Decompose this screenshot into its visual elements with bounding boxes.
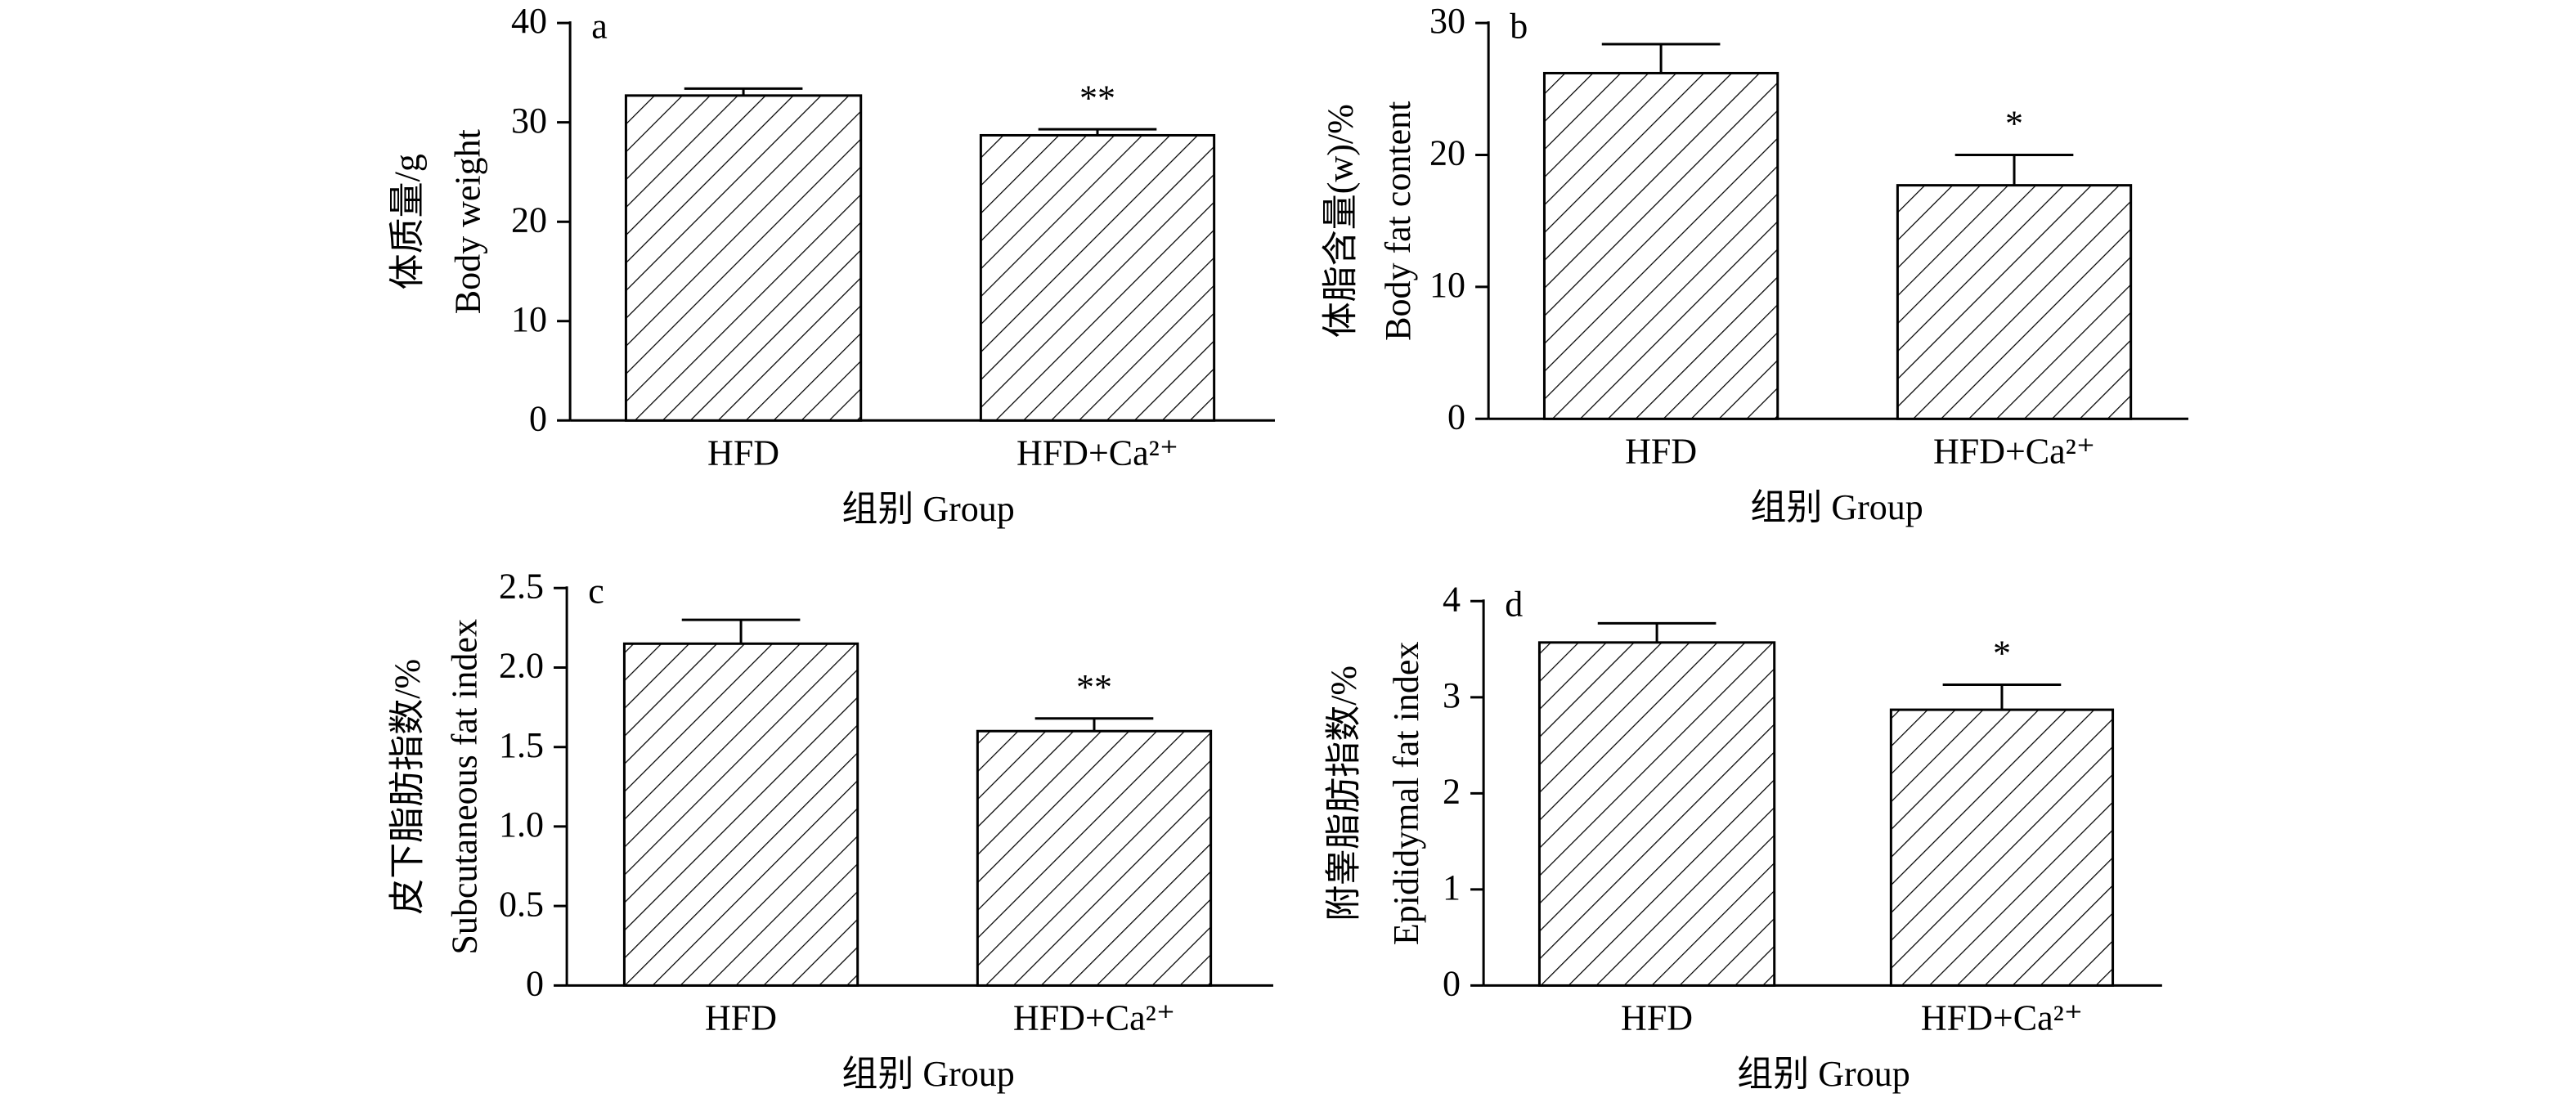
- y-tick-label: 1.5: [499, 725, 544, 765]
- y-tick-label: 40: [511, 1, 547, 41]
- y-tick-label: 1.0: [499, 804, 544, 845]
- y-tick-label: 4: [1443, 579, 1461, 619]
- bar: [1542, 71, 1779, 420]
- panel-label: a: [591, 6, 608, 46]
- y-tick-label: 2.0: [499, 646, 544, 686]
- significance-label: *: [1993, 634, 2011, 674]
- x-tick-label: HFD: [1625, 432, 1697, 472]
- x-tick-label: HFD+Ca²⁺: [1013, 998, 1175, 1038]
- x-axis-title: 组别 Group: [841, 1054, 1014, 1094]
- bar: [976, 729, 1213, 987]
- y-tick-label: 20: [1429, 133, 1465, 173]
- x-axis-title: 组别 Group: [1750, 487, 1923, 527]
- y-axis-title: 体脂含量(w)/%: [1320, 104, 1360, 338]
- y-tick-label: 0: [526, 963, 544, 1003]
- bar: [622, 642, 859, 987]
- y-tick-label: 0: [1443, 963, 1461, 1003]
- y-axis-title: Epididymal fat index: [1386, 642, 1426, 945]
- x-tick-label: HFD: [1621, 998, 1693, 1038]
- x-axis-title: 组别 Group: [1737, 1054, 1910, 1094]
- panel-label: c: [588, 571, 604, 611]
- y-tick-label: 10: [1429, 265, 1465, 305]
- x-axis-title: 组别 Group: [841, 489, 1014, 529]
- bar: [1889, 708, 2115, 987]
- error-bar: [1038, 128, 1157, 136]
- bar: [979, 133, 1216, 422]
- panel-label: d: [1505, 584, 1523, 624]
- error-bar: [684, 87, 803, 96]
- y-tick-label: 1: [1443, 867, 1461, 908]
- y-tick-label: 2.5: [499, 566, 544, 606]
- y-axis-title: Body weight: [448, 129, 488, 314]
- y-axis-title: Body fat content: [1378, 101, 1418, 341]
- y-axis-title: 皮下脂肪指数/%: [387, 659, 427, 915]
- y-axis-title: 体质量/g: [387, 154, 427, 289]
- x-tick-label: HFD: [705, 998, 777, 1038]
- panel-label: b: [1510, 6, 1528, 46]
- error-bar: [1942, 683, 2062, 710]
- y-tick-label: 0.5: [499, 884, 544, 924]
- x-tick-label: HFD+Ca²⁺: [1921, 998, 2083, 1038]
- y-axis-title: Subcutaneous fat index: [445, 619, 485, 955]
- x-tick-label: HFD+Ca²⁺: [1933, 432, 2095, 472]
- y-tick-label: 3: [1443, 675, 1461, 715]
- error-bar: [1034, 717, 1154, 732]
- bar: [624, 94, 863, 422]
- error-bar: [1597, 621, 1717, 643]
- significance-label: **: [1076, 667, 1112, 707]
- y-tick-label: 20: [511, 199, 547, 240]
- error-bar: [1601, 43, 1721, 74]
- y-tick-label: 0: [1447, 397, 1465, 437]
- y-axis-title: 附睾脂肪指数/%: [1323, 666, 1363, 921]
- error-bar: [1954, 154, 2074, 186]
- significance-label: **: [1079, 78, 1115, 118]
- y-tick-label: 0: [529, 398, 547, 438]
- x-tick-label: HFD: [707, 433, 779, 473]
- y-tick-label: 2: [1443, 771, 1461, 811]
- y-tick-label: 30: [1429, 1, 1465, 41]
- x-tick-label: HFD+Ca²⁺: [1016, 433, 1178, 473]
- bar: [1537, 641, 1776, 987]
- y-tick-label: 10: [511, 299, 547, 339]
- error-bar: [681, 618, 801, 644]
- y-tick-label: 30: [511, 101, 547, 141]
- significance-label: *: [2005, 104, 2023, 144]
- bar: [1896, 184, 2133, 420]
